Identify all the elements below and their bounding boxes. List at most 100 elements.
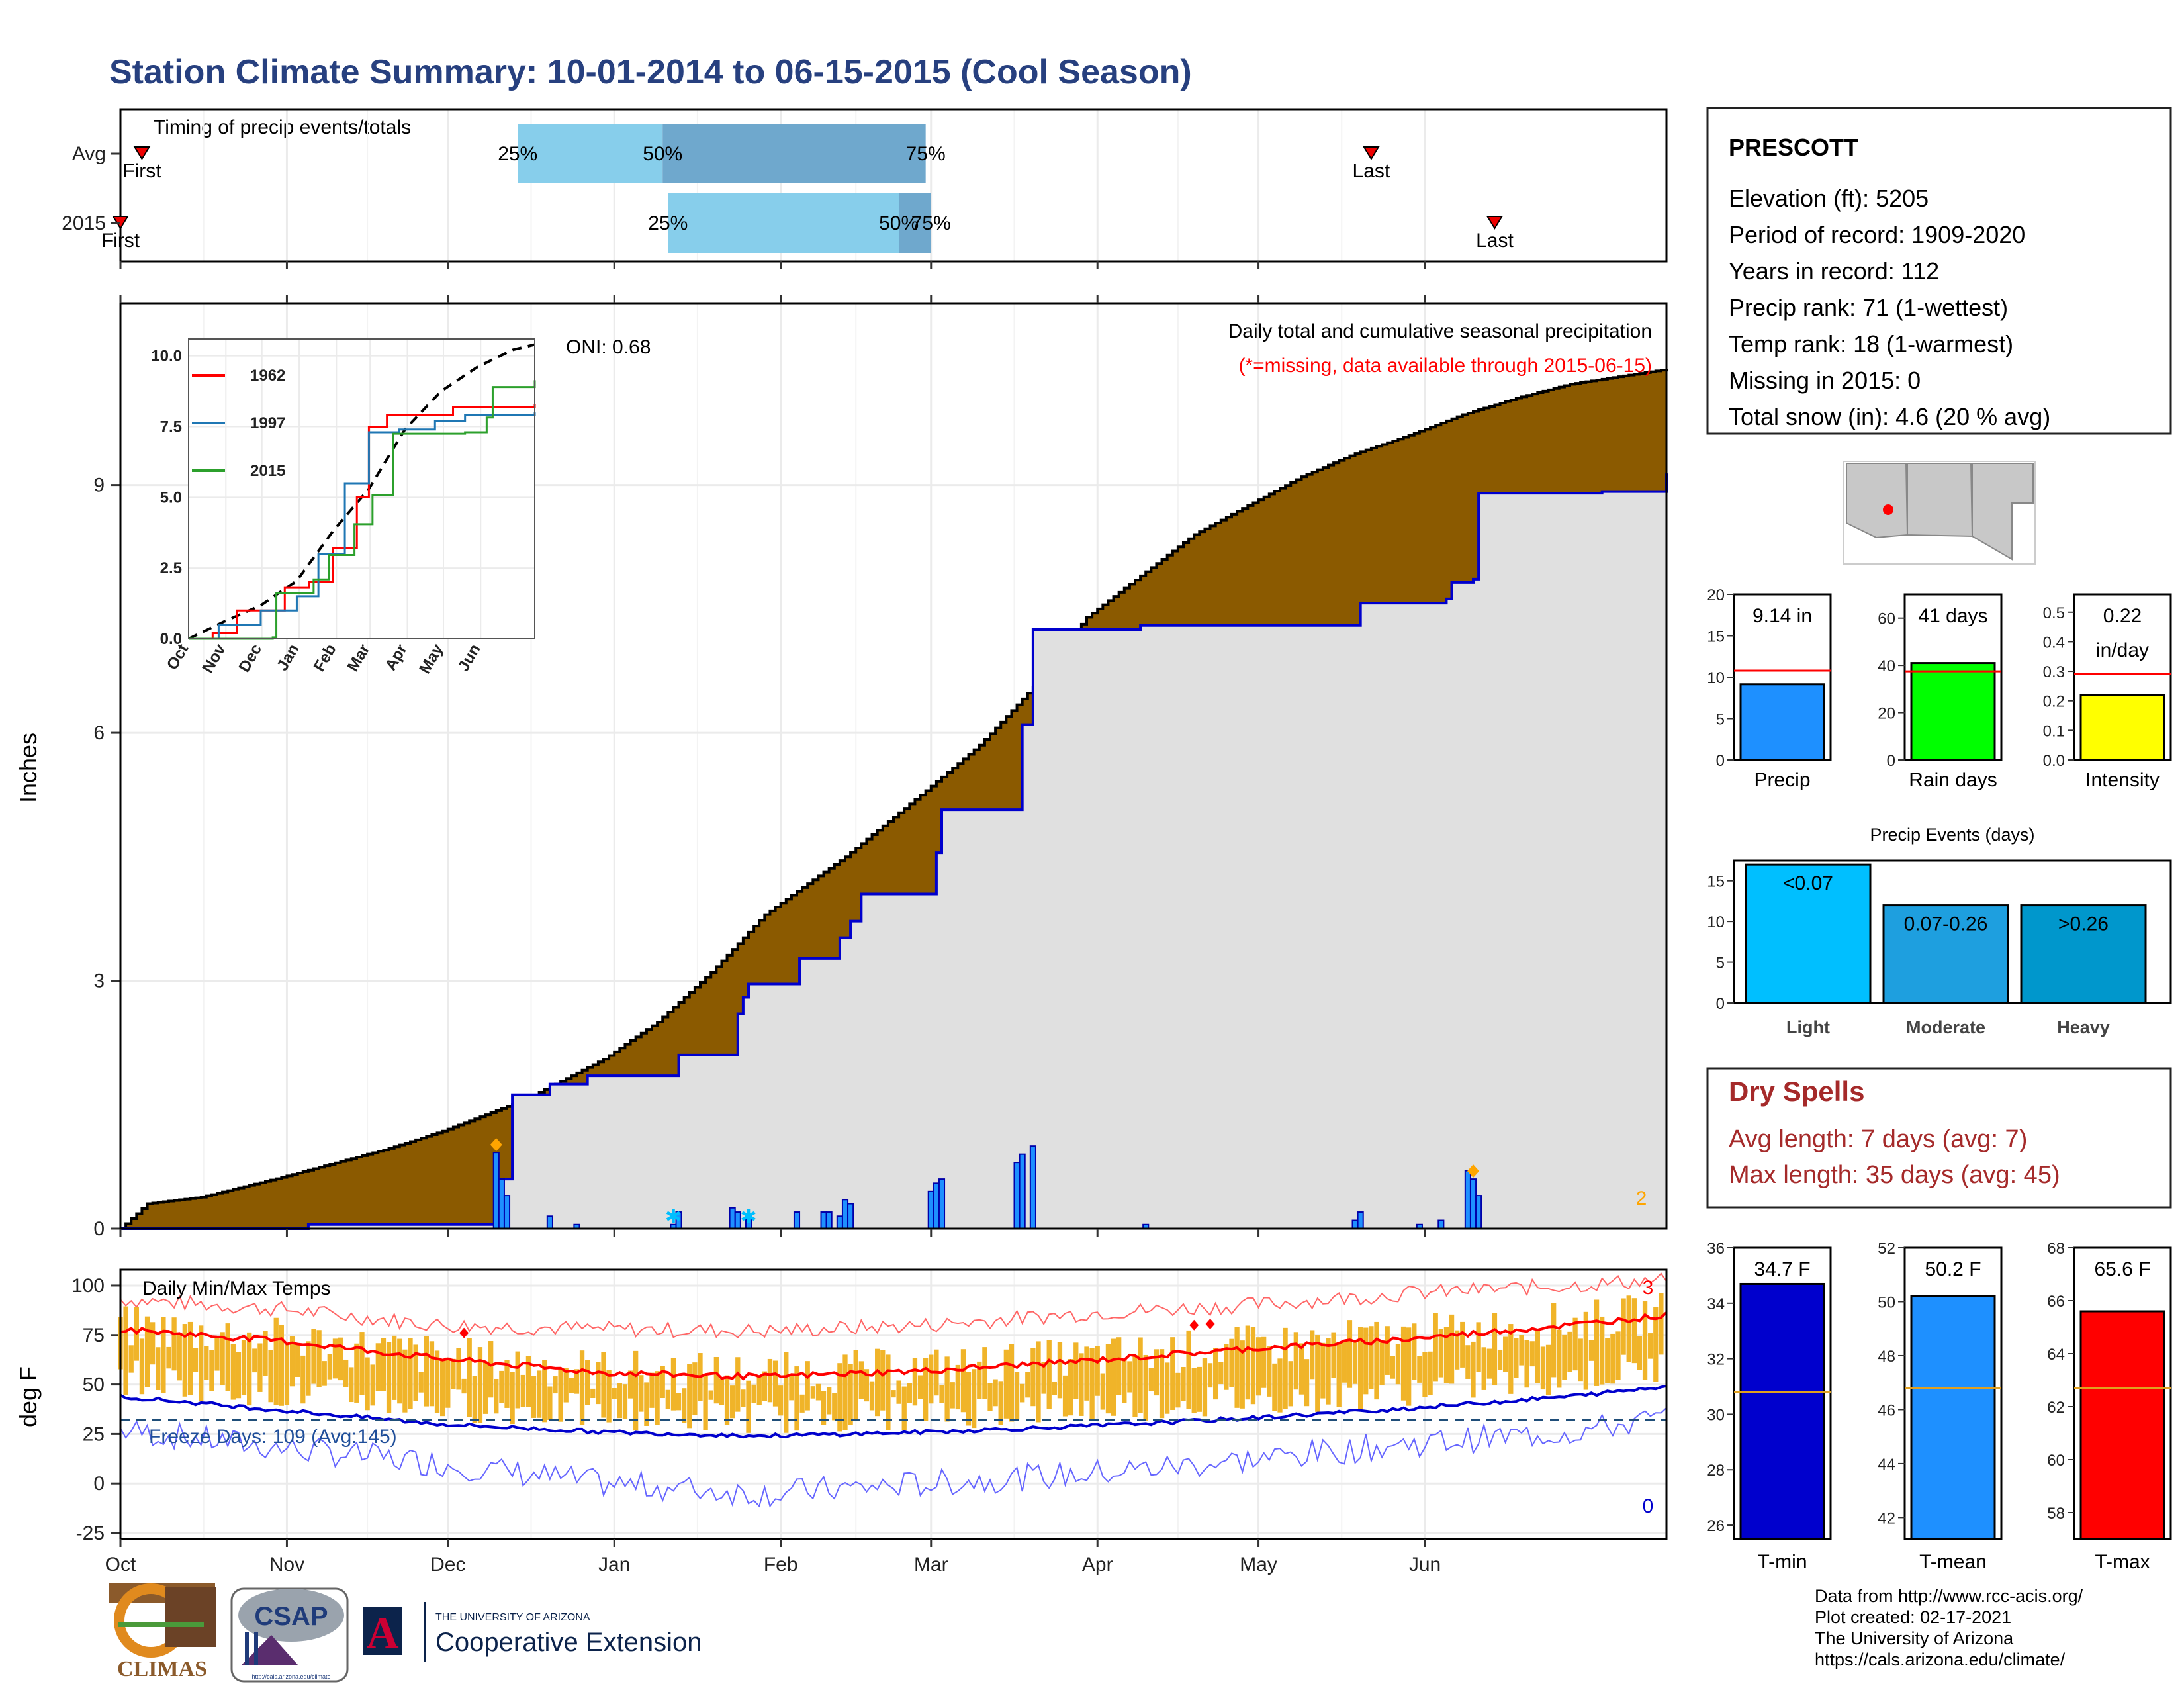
daily-temp-range-bar	[214, 1336, 220, 1371]
inset-ytick-label: 7.5	[160, 418, 182, 436]
bottom-xtick-label: May	[1240, 1554, 1277, 1575]
avg-min-line	[120, 1384, 1667, 1439]
summary-tmin-ytick-label: 34	[1707, 1295, 1725, 1313]
temps-ylabel: deg F	[15, 1366, 42, 1427]
daily-temp-range-bar	[633, 1350, 639, 1431]
daily-temp-range-bar	[1621, 1298, 1626, 1355]
daily-temp-range-bar	[655, 1371, 660, 1425]
daily-temp-range-bar	[349, 1367, 354, 1403]
daily-temp-range-bar	[482, 1361, 488, 1414]
daily-temp-range-bar	[1084, 1346, 1089, 1401]
daily-temp-range-bar	[1653, 1307, 1659, 1382]
daily-temp-range-bar	[917, 1375, 923, 1399]
timing-label-25: 25%	[498, 143, 537, 165]
summary-precip-ytick-label: 10	[1707, 669, 1725, 687]
timing-bar-50-75	[662, 124, 926, 183]
credit-created: Plot created: 02-17-2021	[1815, 1607, 2011, 1627]
daily-temp-range-bar	[316, 1330, 322, 1387]
daily-temp-range-bar	[950, 1382, 955, 1409]
daily-temp-range-bar	[1347, 1320, 1353, 1388]
daily-precip-bar	[1029, 1145, 1036, 1230]
station-missing: Missing in 2015: 0	[1729, 367, 1921, 394]
freeze-days-label: Freeze Days: 109 (Avg:145)	[149, 1426, 397, 1448]
daily-temp-range-bar	[1148, 1368, 1154, 1392]
daily-temp-range-bar	[1374, 1321, 1379, 1400]
summary-tmax-ytick-label: 62	[2047, 1399, 2065, 1417]
daily-temp-range-bar	[488, 1341, 494, 1398]
daily-temp-range-bar	[939, 1385, 944, 1403]
daily-temp-range-bar	[1497, 1349, 1503, 1370]
inset-legend-label: 2015	[250, 462, 285, 480]
daily-temp-range-bar	[864, 1369, 870, 1402]
precip-summary-panels: 0 5 10 15 20 9.14 in Precip 0 20 40 60 41 days Rain …	[1707, 586, 2172, 791]
summary-intensity-bar	[2079, 694, 2165, 761]
daily-temp-range-bar	[832, 1393, 837, 1421]
daily-temp-range-bar	[794, 1366, 799, 1431]
daily-temp-range-bar	[504, 1360, 510, 1408]
credit-data-source: Data from http://www.rcc-acis.org/	[1815, 1586, 2083, 1606]
summary-tmean-ytick-label: 46	[1878, 1401, 1895, 1419]
map-arizona	[1846, 463, 1909, 539]
daily-precip-bar	[938, 1178, 946, 1230]
daily-temp-range-bar	[1465, 1345, 1471, 1379]
daily-temp-range-bar	[311, 1329, 316, 1384]
summary-tmean-ytick-label: 52	[1878, 1240, 1895, 1258]
daily-temp-range-bar	[1358, 1327, 1363, 1409]
daily-temp-range-bar	[225, 1323, 230, 1391]
events-bar-label: <0.07	[1783, 872, 1833, 894]
daily-temp-range-bar	[1240, 1340, 1245, 1409]
climas-logo: CLIMAS	[109, 1583, 216, 1681]
daily-temp-range-bar	[268, 1350, 273, 1403]
daily-temp-range-bar	[1165, 1362, 1170, 1414]
inset-ytick-label: 5.0	[160, 489, 182, 506]
daily-temp-range-bar	[1213, 1348, 1218, 1400]
daily-temp-range-bar	[848, 1364, 853, 1425]
daily-temp-range-bar	[247, 1332, 252, 1406]
daily-temp-range-bar	[1600, 1316, 1605, 1385]
daily-temp-range-bar	[923, 1358, 929, 1421]
daily-temp-range-bar	[220, 1332, 225, 1385]
climas-logo-text: CLIMAS	[117, 1657, 207, 1681]
daily-temp-range-bar	[1492, 1313, 1498, 1385]
events-ytick-label: 5	[1716, 955, 1725, 972]
daily-temp-range-bar	[1648, 1333, 1653, 1359]
daily-temp-range-bar	[1578, 1338, 1583, 1382]
daily-temp-range-bar	[300, 1355, 306, 1404]
events-bar	[2020, 904, 2147, 1004]
dry-spells-title: Dry Spells	[1729, 1076, 1864, 1107]
daily-temp-range-bar	[1529, 1341, 1535, 1367]
station-precip-rank: Precip rank: 71 (1-wettest)	[1729, 294, 2008, 321]
daily-temp-range-bar	[886, 1354, 891, 1430]
daily-temp-range-bar	[553, 1376, 558, 1394]
daily-temp-range-bar	[461, 1378, 467, 1394]
daily-temp-range-bar	[209, 1350, 214, 1391]
timing-label-50: 50%	[879, 212, 919, 234]
daily-temp-range-bar	[1519, 1335, 1524, 1366]
avg-max-line	[120, 1311, 1668, 1381]
daily-temp-range-bar	[596, 1362, 601, 1405]
ua-logo-line1: THE UNIVERSITY OF ARIZONA	[435, 1612, 590, 1623]
daily-temp-range-bar	[252, 1348, 257, 1373]
daily-temp-range-bar	[1615, 1331, 1621, 1380]
daily-temp-range-bar	[1449, 1314, 1455, 1384]
daily-temp-range-bar	[627, 1370, 633, 1399]
summary-intensity-ytick-label: 0.4	[2043, 633, 2065, 651]
station-info-box: PRESCOTT Elevation (ft): 5205 Period of …	[1706, 107, 2172, 435]
daily-temp-range-bar	[537, 1370, 542, 1418]
daily-precip-bar	[1357, 1211, 1364, 1230]
daily-temp-range-bar	[370, 1364, 375, 1406]
bottom-x-axis: Oct Nov Dec Jan Feb Mar Apr May Jun	[105, 261, 1441, 1575]
daily-temp-range-bar	[494, 1378, 499, 1414]
daily-precip-bar	[933, 1182, 940, 1230]
daily-temp-range-bar	[1514, 1338, 1519, 1378]
daily-temp-range-bar	[821, 1391, 827, 1425]
daily-temp-range-bar	[912, 1358, 918, 1406]
daily-temp-range-bar	[424, 1336, 429, 1407]
daily-temp-range-bar	[1062, 1375, 1068, 1417]
daily-temp-range-bar	[236, 1352, 242, 1399]
daily-temp-range-bar	[1057, 1342, 1063, 1399]
daily-precip-bar	[1019, 1153, 1026, 1230]
daily-temp-range-bar	[547, 1386, 553, 1420]
daily-temp-range-bar	[1207, 1363, 1213, 1388]
summary-precip-value-label: 9.14 in	[1752, 605, 1812, 627]
